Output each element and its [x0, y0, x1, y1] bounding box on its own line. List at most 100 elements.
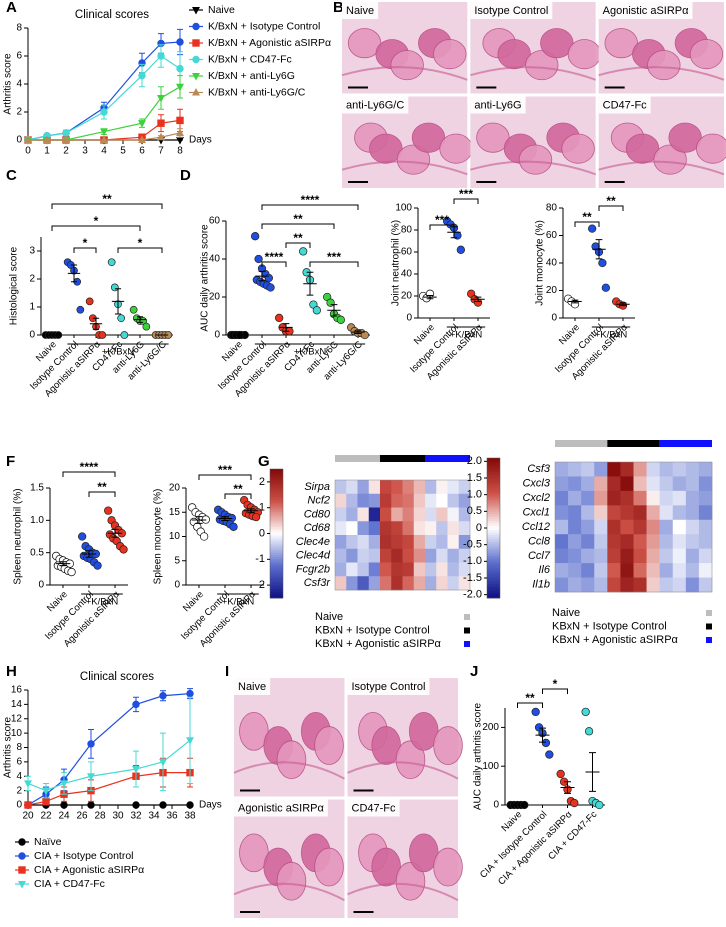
significance-bracket: [261, 223, 335, 229]
mean-error-bar: [55, 561, 71, 567]
significance-label: **: [293, 212, 303, 226]
heatmap-cell: [672, 476, 687, 492]
colorbar-step: [270, 570, 283, 573]
legend-marker: [18, 838, 26, 846]
x-tick-label: 3: [82, 146, 88, 157]
heatmap-cell: [620, 490, 634, 506]
data-point: [176, 116, 184, 125]
group-label: +K/BxN: [222, 597, 255, 608]
histology-image: [598, 96, 726, 188]
heatmap-cell: [458, 548, 471, 563]
heatmap-cell: [436, 535, 448, 550]
colorbar-step: [487, 546, 500, 550]
heatmap-cell: [672, 563, 687, 578]
panel-letter: C: [6, 167, 17, 184]
heatmap-cell: [581, 476, 595, 492]
heatmap-cell: [335, 521, 347, 536]
colorbar-step: [487, 493, 500, 496]
colorbar-step: [270, 496, 283, 500]
image-label: CD47-Fc: [603, 99, 648, 111]
colorbar-step: [270, 555, 283, 558]
tissue-structure: [314, 847, 344, 887]
heatmap-cell: [594, 519, 608, 535]
x-tick-label: 32: [130, 811, 142, 822]
row-label: Il1b: [532, 579, 550, 591]
colorbar-tick-label: 0: [476, 522, 482, 534]
series-line: [27, 739, 191, 792]
heatmap-cell: [391, 493, 403, 508]
heatmap-cell: [607, 548, 621, 564]
colorbar-step: [487, 588, 500, 592]
heatmap-cell: [555, 548, 569, 564]
mean-error-bar: [111, 288, 125, 315]
x-tick-label: 36: [166, 811, 178, 822]
colorbar-step: [487, 502, 500, 506]
heatmap-cell: [633, 563, 647, 578]
heatmap-cell: [436, 521, 448, 536]
heatmap-cell: [620, 548, 634, 564]
mean-error-bar: [279, 323, 293, 332]
heatmap-cell: [581, 563, 595, 578]
colorbar-step: [270, 563, 283, 567]
label-background: [470, 96, 526, 114]
legend-label: K/BxN + Isotype Control: [208, 20, 320, 32]
y-tick-label: 0: [214, 330, 220, 341]
data-point: [87, 773, 95, 781]
heatmap-cell: [646, 534, 660, 549]
heatmap-cell: [672, 577, 687, 593]
tissue-structure: [696, 133, 726, 164]
legend-label: KBxN + Isotype Control: [552, 620, 667, 632]
data-point: [110, 283, 119, 292]
heatmap-cell: [458, 493, 471, 508]
colorbar-step: [487, 525, 500, 529]
y-tick-label: 16: [11, 685, 23, 696]
colorbar-tick-label: -2.0: [463, 589, 482, 601]
tissue-structure: [518, 144, 553, 175]
y-tick-label: 8: [16, 742, 22, 753]
colorbar-step: [270, 516, 283, 519]
heatmap-cell: [458, 480, 471, 495]
colorbar-step: [487, 556, 500, 559]
heatmap-cell: [555, 519, 569, 535]
y-tick-label: 10: [169, 531, 181, 542]
y-tick-label: 60: [209, 216, 221, 227]
label-background: [347, 799, 400, 817]
legend-marker: [192, 39, 200, 47]
colorbar-step: [270, 576, 283, 580]
heatmap-cell: [368, 576, 381, 591]
y-tick-label: 0: [16, 135, 22, 146]
heatmap-cell: [368, 507, 381, 522]
colorbar-step: [487, 495, 500, 499]
heatmap-cell: [436, 507, 448, 522]
y-tick-label: 2: [29, 274, 35, 285]
data-point: [107, 258, 116, 267]
image-label: CD47-Fc: [352, 802, 397, 814]
heatmap-cell: [607, 476, 621, 492]
data-point: [336, 315, 345, 324]
colorbar-step: [487, 535, 500, 538]
x-tick-label: 22: [40, 811, 52, 822]
heatmap-frame: [334, 479, 471, 591]
colorbar-step: [487, 497, 500, 501]
heatmap-cell: [425, 562, 437, 577]
heatmap-cell: [620, 534, 634, 549]
heatmap-cell: [646, 490, 660, 506]
mean-error-bar: [255, 270, 269, 282]
colorbar-step: [270, 548, 283, 552]
heatmap-cell: [685, 534, 700, 549]
significance-label: **: [102, 192, 112, 206]
image-label: Naive: [346, 5, 374, 17]
colorbar-step: [270, 578, 283, 582]
colorbar-step: [487, 584, 500, 587]
heatmap-cell: [458, 507, 471, 522]
colorbar-step: [487, 467, 500, 471]
heatmap-cell: [633, 519, 647, 535]
heatmap-cell: [685, 519, 700, 535]
colorbar-step: [487, 504, 500, 508]
y-tick-label: 1.0: [30, 515, 44, 526]
y-axis-label: AUC daily arthritis score: [473, 702, 484, 810]
heatmap-cell: [413, 480, 426, 495]
colorbar-step: [270, 587, 283, 590]
heatmap-cell: [646, 577, 660, 593]
data-point: [100, 108, 108, 116]
